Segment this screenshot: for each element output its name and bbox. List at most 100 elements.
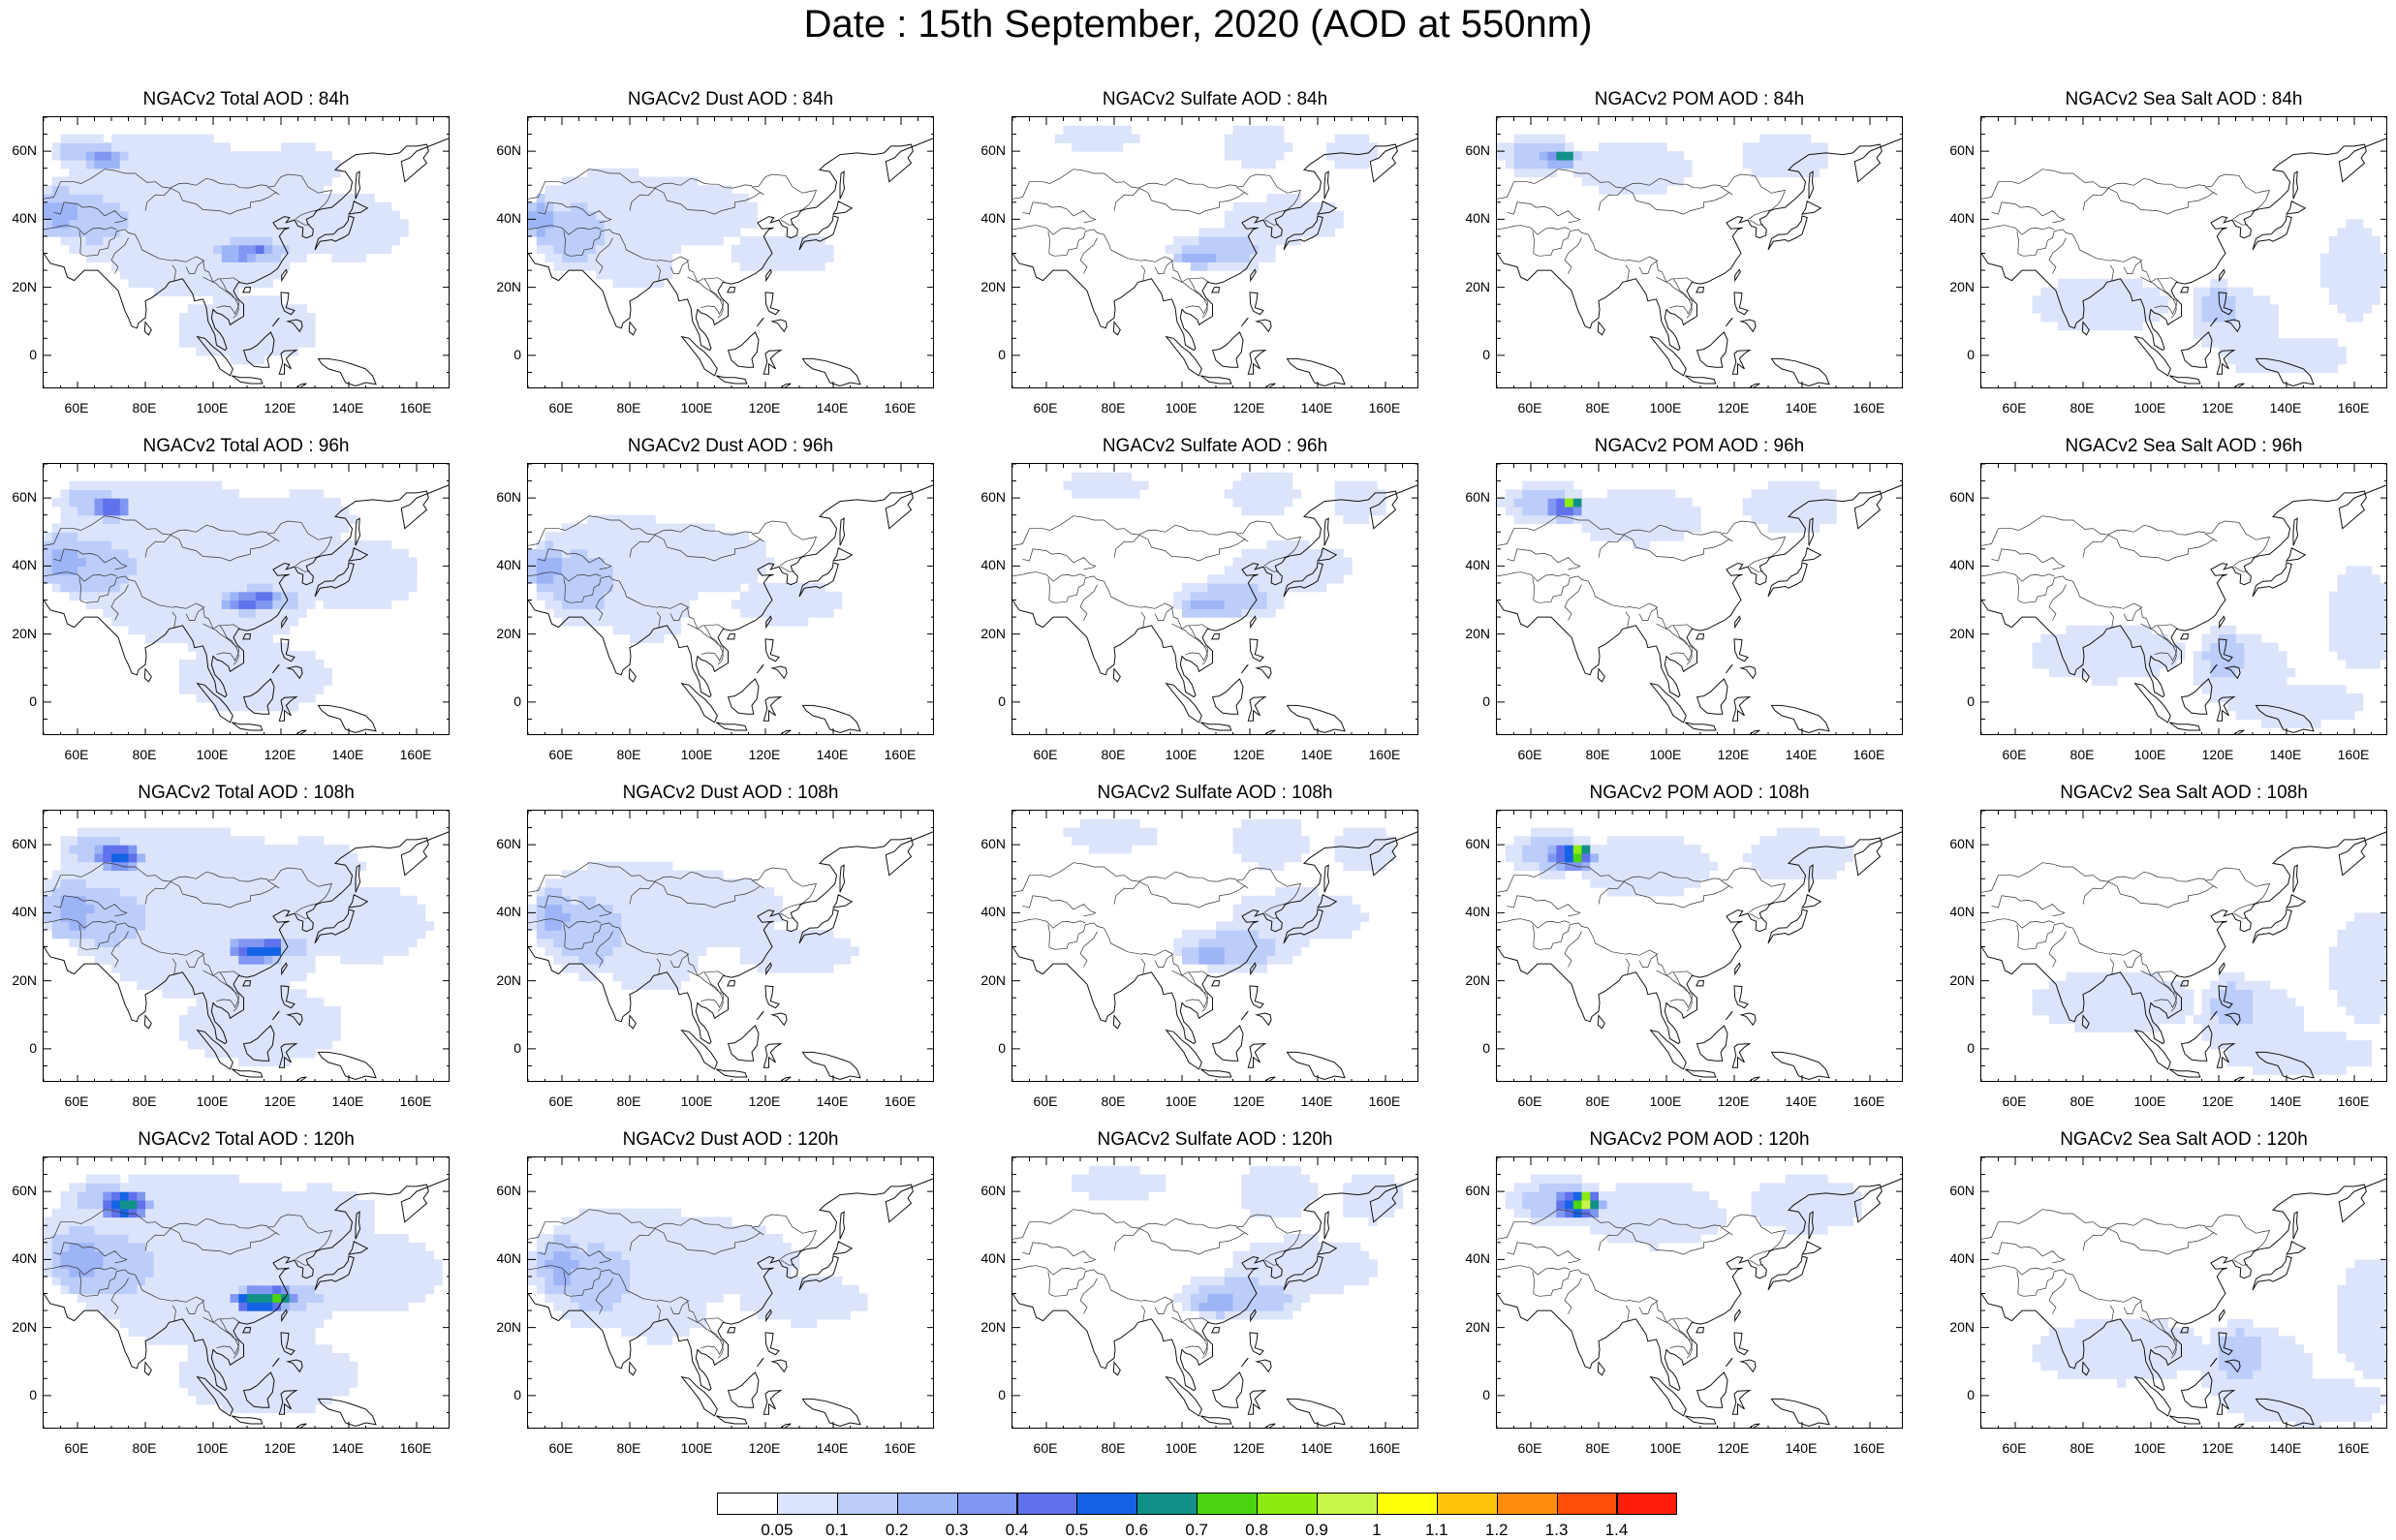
panel-title: NGACv2 Dust AOD : 120h [527,1129,934,1151]
lon-tick-label: 140E [1297,400,1336,416]
panel-title: NGACv2 Total AOD : 84h [43,89,450,110]
aod-map [1497,1157,1903,1429]
colorbar-label: 0.1 [814,1521,860,1540]
colorbar-swatch [1136,1493,1198,1515]
lon-tick-label: 160E [2334,1440,2373,1456]
colorbar-label: 1.1 [1414,1521,1460,1540]
lon-tick-label: 60E [542,1093,580,1109]
lon-tick-label: 120E [745,1093,784,1109]
lon-tick-label: 120E [2198,1440,2237,1456]
aod-shading [528,1209,868,1345]
aod-map [1981,811,2387,1082]
lon-tick-label: 100E [193,1093,232,1109]
lon-tick-label: 80E [609,747,648,762]
lat-tick-label: 40N [486,904,521,919]
lat-tick-label: 0 [971,1040,1006,1056]
lat-tick-label: 40N [971,1250,1006,1266]
panel-title: NGACv2 Dust AOD : 84h [527,89,934,110]
aod-map [528,117,934,388]
colorbar-swatch [1076,1493,1137,1515]
colorbar-swatch [1257,1493,1318,1515]
aod-map [1981,1157,2387,1429]
lat-tick-label: 20N [486,1319,521,1335]
lat-tick-label: 60N [1455,1183,1490,1198]
lon-tick-label: 160E [396,1093,435,1109]
lat-tick-label: 20N [971,1319,1006,1335]
lat-tick-label: 20N [971,279,1006,294]
map-panel-pom-120h [1496,1156,1903,1429]
panel-title: NGACv2 POM AOD : 120h [1496,1129,1903,1151]
lat-tick-label: 0 [486,1387,521,1402]
lat-tick-label: 60N [971,142,1006,158]
map-panel-dust-120h [527,1156,934,1429]
lat-tick-label: 40N [486,210,521,226]
lat-tick-label: 0 [1455,347,1490,362]
aod-map [1981,117,2387,388]
lon-tick-label: 80E [2063,1440,2101,1456]
panel-title: NGACv2 Sulfate AOD : 84h [1011,89,1418,110]
lon-tick-label: 80E [125,1440,164,1456]
lat-tick-label: 0 [971,1387,1006,1402]
colorbar-label: 0.6 [1113,1521,1160,1540]
lon-tick-label: 100E [1646,400,1685,416]
lon-tick-label: 60E [1995,747,2034,762]
lat-tick-label: 0 [486,347,521,362]
lon-tick-label: 140E [2266,1440,2305,1456]
map-panel-dust-108h [527,810,934,1082]
lon-tick-label: 60E [1510,1440,1549,1456]
lon-tick-label: 120E [261,747,299,762]
aod-map [1497,117,1903,388]
lon-tick-label: 100E [1162,747,1200,762]
map-panel-total-84h [43,116,450,388]
lon-tick-label: 160E [2334,400,2373,416]
lat-tick-label: 20N [2,279,37,294]
panel-title: NGACv2 Sea Salt AOD : 108h [1980,783,2387,804]
aod-map [44,117,450,388]
aod-map [1012,811,1418,1082]
lat-tick-label: 0 [1940,1387,1975,1402]
panel-title: NGACv2 Dust AOD : 96h [527,436,934,457]
colorbar-swatch [1557,1493,1618,1515]
lat-tick-label: 60N [486,836,521,851]
panel-title: NGACv2 POM AOD : 108h [1496,783,1903,804]
map-panel-seasalt-120h [1980,1156,2387,1429]
lat-tick-label: 0 [971,693,1006,709]
lon-tick-label: 80E [2063,1093,2101,1109]
lat-tick-label: 20N [2,972,37,988]
lon-tick-label: 80E [1094,1440,1133,1456]
lat-tick-label: 60N [971,836,1006,851]
map-panel-seasalt-96h [1980,463,2387,735]
lon-tick-label: 60E [1995,1093,2034,1109]
lon-tick-label: 120E [1229,747,1268,762]
aod-shading [44,481,418,712]
lon-tick-label: 80E [609,1093,648,1109]
figure-title: Date : 15th September, 2020 (AOD at 550n… [0,2,2396,46]
panel-title: NGACv2 Sea Salt AOD : 120h [1980,1129,2387,1151]
lon-tick-label: 60E [542,1440,580,1456]
lat-tick-label: 20N [486,279,521,294]
lat-tick-label: 0 [2,1040,37,1056]
lon-tick-label: 100E [1162,400,1200,416]
aod-shading [2033,912,2388,1074]
lon-tick-label: 80E [1578,747,1617,762]
lat-tick-label: 20N [1940,1319,1975,1335]
lon-tick-label: 140E [2266,1093,2305,1109]
lon-tick-label: 160E [881,1093,919,1109]
colorbar-label: 0.7 [1173,1521,1220,1540]
lon-tick-label: 80E [609,400,648,416]
lon-tick-label: 160E [2334,747,2373,762]
lon-tick-label: 140E [1782,1093,1820,1109]
aod-map [44,811,450,1082]
lon-tick-label: 100E [2131,400,2169,416]
aod-map [1012,117,1418,388]
colorbar-swatch [1017,1493,1078,1515]
aod-shading [1064,819,1395,973]
colorbar-label: 0.3 [934,1521,980,1540]
lon-tick-label: 120E [1229,400,1268,416]
lat-tick-label: 60N [971,1183,1006,1198]
colorbar-label: 0.5 [1053,1521,1100,1540]
aod-map [44,464,450,735]
lon-tick-label: 140E [1782,1440,1820,1456]
lon-tick-label: 60E [57,1440,96,1456]
lat-tick-label: 40N [1940,1250,1975,1266]
